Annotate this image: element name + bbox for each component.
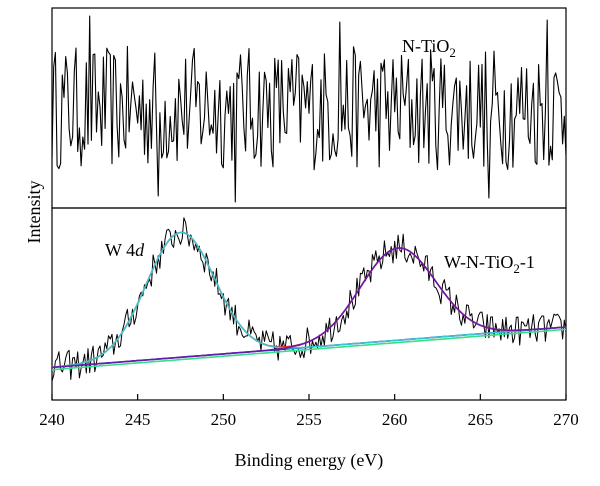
x-tick-label: 245 — [125, 410, 151, 429]
x-axis-label: Binding energy (eV) — [235, 450, 384, 471]
x-tick-label: 255 — [296, 410, 322, 429]
x-axis-ticks: 240 245 250 255 260 265 270 — [39, 394, 579, 429]
w4d-peak-fit — [51, 231, 567, 368]
x-tick-label: 240 — [39, 410, 65, 429]
y-axis-label: Intensity — [24, 181, 44, 244]
bottom-spectrum-line — [51, 217, 567, 382]
w4d-label: W 4d — [105, 240, 145, 260]
bottom-panel-series — [51, 217, 567, 382]
background-line-alt — [51, 328, 567, 371]
top-panel-series — [51, 15, 567, 203]
wn-peak-fit — [51, 247, 567, 369]
w-n-tio2-label: W-N-TiO2-1 — [444, 252, 535, 276]
bottom-panel-frame — [51, 207, 567, 401]
x-tick-label: 260 — [382, 410, 408, 429]
top-spectrum-line — [51, 15, 567, 203]
top-panel-label: N-TiO2 — [402, 36, 456, 60]
x-tick-label: 250 — [211, 410, 237, 429]
x-tick-label: 270 — [553, 410, 579, 429]
x-tick-label: 265 — [468, 410, 494, 429]
